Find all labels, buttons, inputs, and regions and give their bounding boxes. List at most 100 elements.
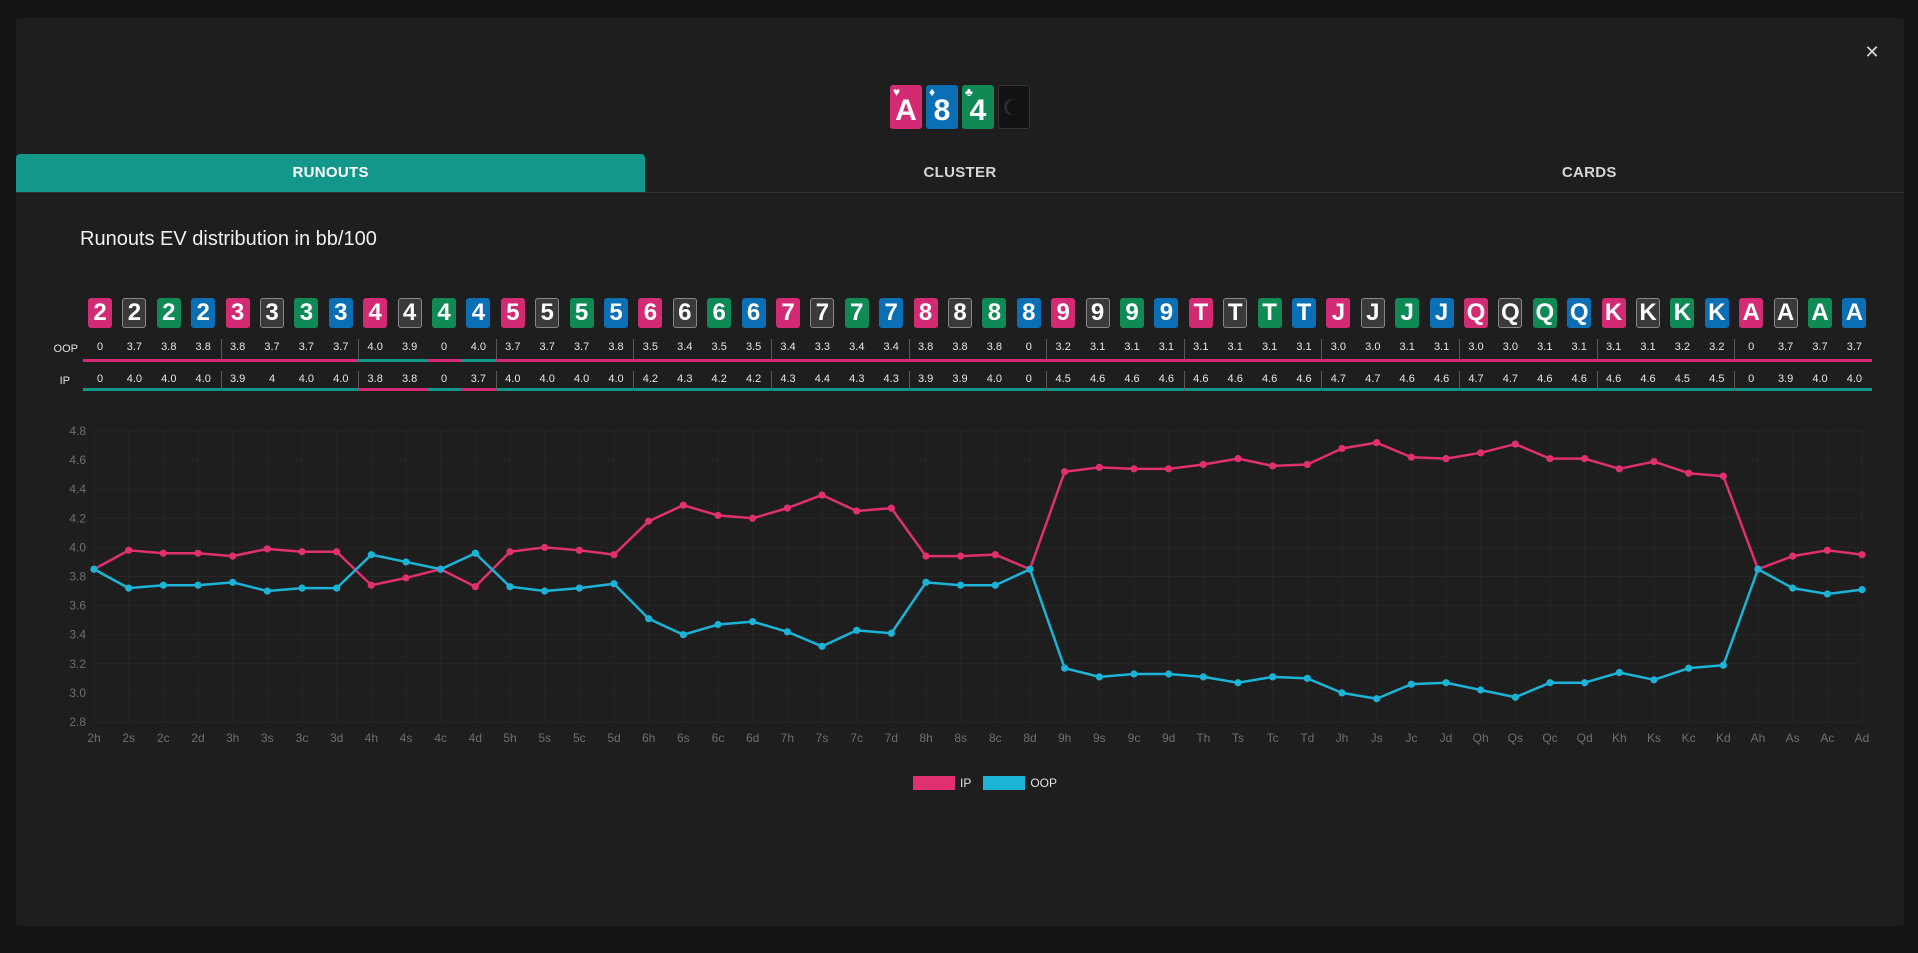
runout-card-chip[interactable]: K [1704, 298, 1729, 328]
runout-card-chip[interactable]: A [1808, 298, 1832, 328]
runout-card-chip[interactable]: T [1292, 298, 1316, 328]
data-point-ip[interactable] [1719, 472, 1727, 480]
data-point-oop[interactable] [575, 584, 583, 592]
data-point-oop[interactable] [1338, 689, 1346, 697]
data-point-oop[interactable] [1442, 679, 1450, 687]
data-point-ip[interactable] [194, 549, 202, 557]
board-card-empty-slot[interactable] [998, 85, 1030, 129]
runout-card-chip[interactable]: 4 [466, 298, 491, 328]
tab-runouts[interactable]: RUNOUTS [16, 154, 646, 192]
data-point-oop[interactable] [991, 581, 999, 589]
data-point-oop[interactable] [1754, 565, 1762, 573]
data-point-ip[interactable] [1061, 468, 1069, 476]
data-point-oop[interactable] [90, 565, 98, 573]
data-point-oop[interactable] [818, 642, 826, 650]
runout-card-chip[interactable]: 7 [879, 298, 904, 328]
data-point-ip[interactable] [402, 574, 410, 582]
runout-card-chip[interactable]: T [1188, 298, 1213, 328]
data-point-oop[interactable] [1581, 679, 1589, 687]
runout-card-chip[interactable]: 5 [604, 298, 628, 328]
data-point-oop[interactable] [1303, 674, 1311, 682]
data-point-ip[interactable] [125, 546, 133, 554]
data-point-ip[interactable] [610, 551, 618, 559]
runout-card-chip[interactable]: 6 [741, 298, 766, 328]
close-icon[interactable]: ✕ [1864, 42, 1880, 62]
data-point-oop[interactable] [471, 549, 479, 557]
data-point-oop[interactable] [610, 580, 618, 588]
runout-card-chip[interactable]: T [1223, 298, 1248, 328]
runout-card-chip[interactable]: A [1773, 298, 1798, 328]
data-point-oop[interactable] [402, 558, 410, 566]
runout-card-chip[interactable]: 3 [328, 298, 353, 328]
data-point-ip[interactable] [541, 543, 549, 552]
data-point-ip[interactable] [159, 549, 167, 557]
data-point-oop[interactable] [1719, 661, 1727, 669]
data-point-oop[interactable] [1165, 670, 1173, 678]
data-point-oop[interactable] [1199, 673, 1207, 681]
runout-card-chip[interactable]: 2 [88, 298, 112, 328]
data-point-oop[interactable] [541, 587, 549, 595]
data-point-oop[interactable] [437, 565, 445, 573]
runout-card-chip[interactable]: A [1739, 298, 1764, 328]
data-point-ip[interactable] [263, 545, 271, 553]
runout-card-chip[interactable]: Q [1567, 298, 1592, 328]
runout-card-chip[interactable]: 5 [535, 298, 560, 328]
data-point-ip[interactable] [1685, 469, 1693, 477]
data-point-ip[interactable] [298, 548, 306, 556]
data-point-oop[interactable] [1685, 664, 1693, 672]
runout-card-chip[interactable]: 6 [672, 298, 697, 328]
data-point-ip[interactable] [333, 548, 341, 556]
data-point-ip[interactable] [1511, 440, 1519, 448]
data-point-ip[interactable] [367, 581, 375, 589]
data-point-oop[interactable] [194, 581, 202, 589]
data-point-ip[interactable] [853, 507, 861, 515]
runout-card-chip[interactable]: 4 [432, 298, 456, 328]
runout-card-chip[interactable]: 6 [707, 298, 732, 328]
data-point-ip[interactable] [818, 491, 826, 499]
runout-card-chip[interactable]: 8 [913, 298, 938, 328]
runout-card-chip[interactable]: J [1395, 298, 1420, 328]
data-point-oop[interactable] [298, 584, 306, 592]
data-point-oop[interactable] [159, 581, 167, 589]
data-point-ip[interactable] [471, 583, 479, 591]
runout-card-chip[interactable]: J [1429, 298, 1454, 328]
data-point-oop[interactable] [125, 584, 133, 592]
runout-card-chip[interactable]: 8 [1016, 298, 1041, 328]
runout-card-chip[interactable]: 2 [191, 298, 216, 328]
data-point-ip[interactable] [1199, 460, 1207, 469]
runout-card-chip[interactable]: T [1257, 298, 1282, 328]
legend-item-ip[interactable]: IP [913, 776, 971, 790]
data-point-ip[interactable] [1373, 439, 1381, 447]
data-point-oop[interactable] [887, 629, 895, 637]
data-point-ip[interactable] [1789, 552, 1797, 560]
runout-card-chip[interactable]: 7 [844, 298, 869, 328]
data-point-oop[interactable] [783, 628, 791, 636]
data-point-ip[interactable] [1338, 444, 1346, 453]
data-point-oop[interactable] [333, 584, 341, 592]
data-point-oop[interactable] [1650, 676, 1658, 684]
data-point-ip[interactable] [1823, 546, 1831, 554]
runout-card-chip[interactable]: Q [1464, 298, 1488, 328]
data-point-ip[interactable] [783, 504, 791, 512]
data-point-oop[interactable] [1858, 585, 1866, 594]
runout-card-chip[interactable]: J [1360, 298, 1385, 328]
runout-card-chip[interactable]: 7 [776, 298, 800, 328]
legend-item-oop[interactable]: OOP [983, 776, 1057, 790]
runout-card-chip[interactable]: 6 [638, 298, 663, 328]
data-point-ip[interactable] [1442, 455, 1450, 463]
runout-card-chip[interactable]: 2 [156, 298, 181, 328]
data-point-ip[interactable] [714, 511, 722, 519]
data-point-oop[interactable] [1407, 680, 1415, 688]
runout-card-chip[interactable]: 8 [948, 298, 972, 328]
data-point-ip[interactable] [1581, 455, 1589, 463]
data-point-ip[interactable] [1477, 449, 1485, 457]
runout-card-chip[interactable]: 4 [363, 298, 388, 328]
runout-card-chip[interactable]: 3 [225, 298, 250, 328]
runout-card-chip[interactable]: 9 [1120, 298, 1144, 328]
data-point-ip[interactable] [887, 504, 895, 512]
data-point-oop[interactable] [749, 618, 757, 626]
data-point-oop[interactable] [1789, 584, 1797, 592]
runout-card-chip[interactable]: 8 [982, 298, 1007, 328]
data-point-ip[interactable] [1615, 465, 1623, 473]
data-point-ip[interactable] [645, 517, 653, 525]
